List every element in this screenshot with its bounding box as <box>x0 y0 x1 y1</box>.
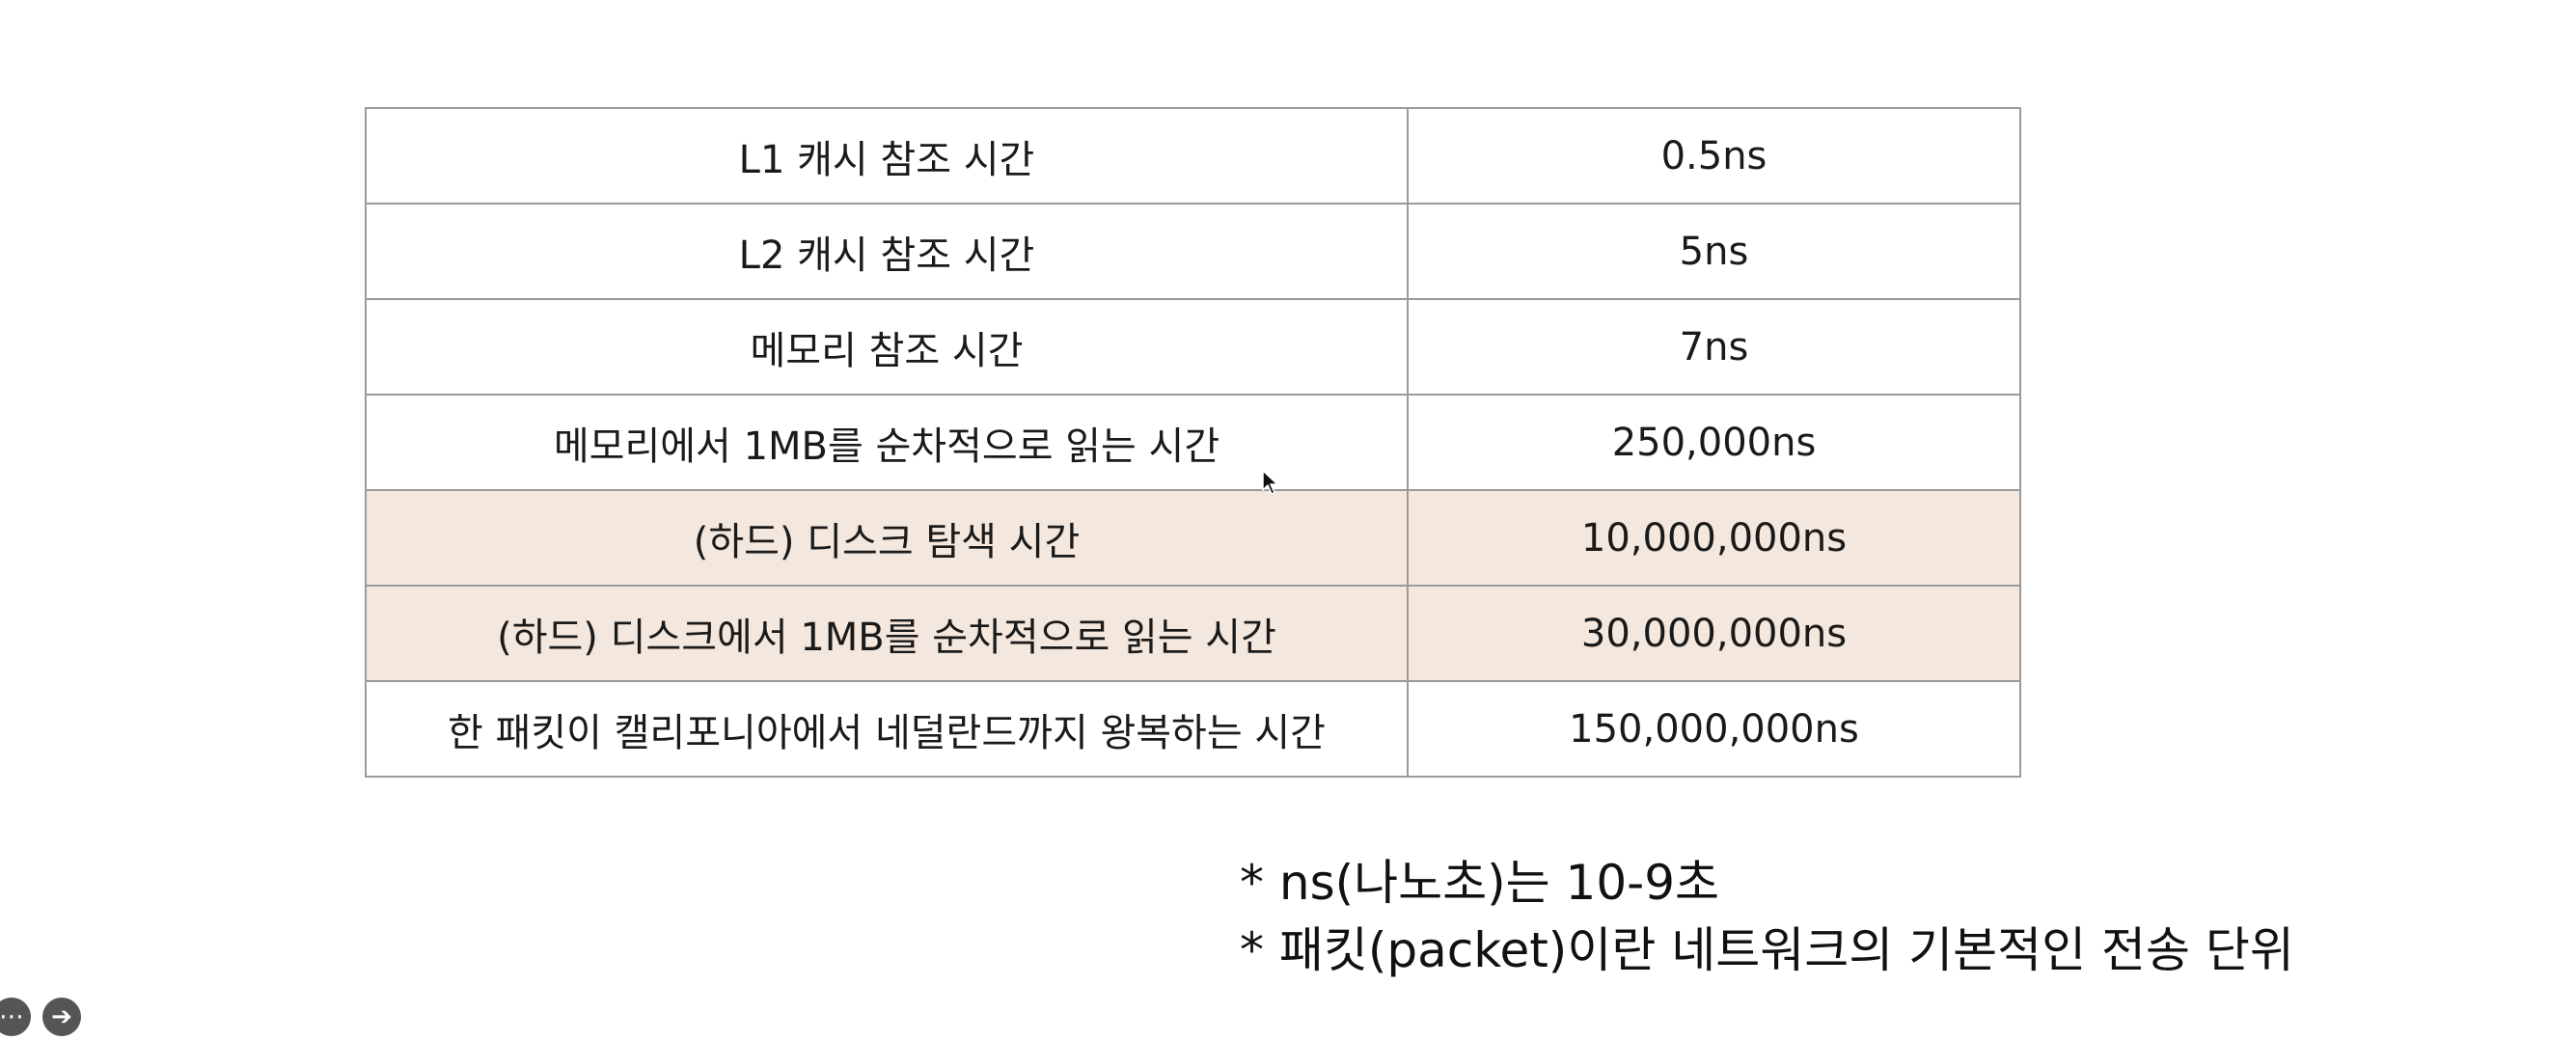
row-value: 7ns <box>1407 298 2021 396</box>
row-label: L1 캐시 참조 시간 <box>365 107 1409 205</box>
table-row: 메모리에서 1MB를 순차적으로 읽는 시간 250,000ns <box>365 394 2021 491</box>
table-row: 한 패킷이 캘리포니아에서 네덜란드까지 왕복하는 시간 150,000,000… <box>365 680 2021 778</box>
latency-table: L1 캐시 참조 시간 0.5ns L2 캐시 참조 시간 5ns 메모리 참조… <box>365 107 2021 778</box>
row-value: 0.5ns <box>1407 107 2021 205</box>
footnotes: * ns(나노초)는 10-9초 * 패킷(packet)이란 네트워크의 기본… <box>1240 849 2294 984</box>
row-label: 메모리에서 1MB를 순차적으로 읽는 시간 <box>365 394 1409 491</box>
row-label: 한 패킷이 캘리포니아에서 네덜란드까지 왕복하는 시간 <box>365 680 1409 778</box>
row-label: (하드) 디스크 탐색 시간 <box>365 489 1409 587</box>
more-button[interactable]: ⋯ <box>0 998 31 1036</box>
row-value: 30,000,000ns <box>1407 585 2021 682</box>
row-value: 150,000,000ns <box>1407 680 2021 778</box>
row-label: 메모리 참조 시간 <box>365 298 1409 396</box>
mouse-cursor-icon <box>1262 470 1278 495</box>
row-value: 10,000,000ns <box>1407 489 2021 587</box>
footnote-ns: * ns(나노초)는 10-9초 <box>1240 855 1720 911</box>
row-label: (하드) 디스크에서 1MB를 순차적으로 읽는 시간 <box>365 585 1409 682</box>
more-icon: ⋯ <box>0 1002 24 1031</box>
table-row: L1 캐시 참조 시간 0.5ns <box>365 107 2021 205</box>
table-row: (하드) 디스크 탐색 시간 10,000,000ns <box>365 489 2021 587</box>
table-row: L2 캐시 참조 시간 5ns <box>365 203 2021 300</box>
row-value: 5ns <box>1407 203 2021 300</box>
latency-table-body: L1 캐시 참조 시간 0.5ns L2 캐시 참조 시간 5ns 메모리 참조… <box>365 107 2021 778</box>
next-slide-button[interactable]: ➔ <box>42 998 81 1036</box>
row-label: L2 캐시 참조 시간 <box>365 203 1409 300</box>
table-row: 메모리 참조 시간 7ns <box>365 298 2021 396</box>
row-value: 250,000ns <box>1407 394 2021 491</box>
arrow-right-icon: ➔ <box>51 1002 72 1031</box>
footnote-packet: * 패킷(packet)이란 네트워크의 기본적인 전송 단위 <box>1240 922 2294 978</box>
table-row: (하드) 디스크에서 1MB를 순차적으로 읽는 시간 30,000,000ns <box>365 585 2021 682</box>
